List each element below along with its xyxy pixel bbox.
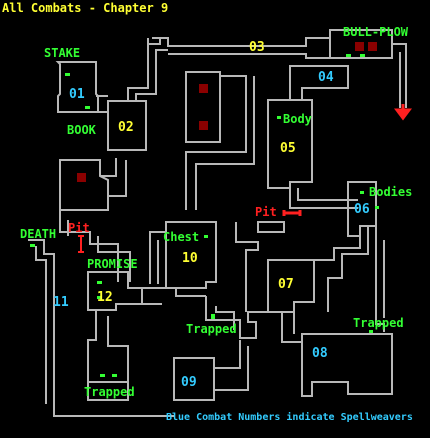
item-dot-icon (97, 281, 102, 284)
room-03-wall (152, 37, 331, 59)
room-west-mid-wall (59, 159, 109, 211)
room-02-wall (107, 100, 147, 151)
label-death: DEATH (20, 227, 56, 241)
item-dot-icon (65, 73, 70, 76)
room-01-wall (55, 61, 99, 113)
pit-marker-icon (78, 235, 84, 253)
combat-number-11[interactable]: 11 (53, 295, 69, 310)
dark-block (199, 121, 208, 130)
room-bull-plow-wall (329, 29, 393, 59)
item-dot-icon (277, 116, 281, 119)
combat-numbers: 01 02 03 04 05 06 07 08 09 10 11 12 (53, 40, 370, 390)
item-dot-icon (97, 296, 102, 299)
location-labels: STAKE BOOK BULL-PLOW Body Bodies Chest D… (20, 25, 412, 399)
label-bull-plow: BULL-PLOW (343, 25, 409, 39)
room-08-wall (301, 333, 393, 397)
combat-number-05[interactable]: 05 (280, 141, 296, 156)
label-trapped-center: Trapped (186, 322, 237, 336)
item-dot-icon (100, 374, 105, 377)
walls (28, 29, 407, 417)
legend-note: Blue Combat Numbers indicate Spellweaver… (166, 411, 413, 423)
item-dot-icon (85, 106, 90, 109)
map-title: All Combats - Chapter 9 (2, 1, 168, 15)
corridor-red-blocks (185, 75, 255, 210)
combat-number-03[interactable]: 03 (249, 40, 265, 55)
corridor-07-08 (281, 312, 302, 343)
dark-block (368, 42, 377, 51)
label-promise: PROMISE (87, 257, 138, 271)
room-11-wall (28, 239, 174, 417)
corridor-12-south (87, 310, 129, 383)
label-pit-west: Pit (68, 221, 90, 235)
dark-block (355, 42, 364, 51)
label-book: BOOK (67, 123, 97, 137)
label-bodies: Bodies (369, 185, 412, 199)
corridor-01-02 (96, 95, 108, 113)
corridor-02-north (127, 38, 168, 101)
combat-number-09[interactable]: 09 (181, 375, 197, 390)
item-dot-icon (30, 244, 35, 247)
dark-blocks (77, 42, 377, 182)
corridor-west-mid (100, 158, 127, 197)
item-dot-icon (375, 206, 379, 209)
corridor-05-south (289, 182, 358, 209)
combat-number-07[interactable]: 07 (278, 277, 294, 292)
corridor-10-west (149, 231, 166, 284)
corridor-bull-plow-east (392, 43, 407, 108)
combat-number-01[interactable]: 01 (69, 87, 85, 102)
label-stake: STAKE (44, 46, 80, 60)
dark-block (199, 84, 208, 93)
combat-number-08[interactable]: 08 (312, 346, 328, 361)
hazard-markers (78, 104, 412, 253)
label-pit-east: Pit (255, 205, 277, 219)
room-red-blocks-wall (185, 71, 221, 143)
corridor-pit-west (59, 210, 131, 282)
corridor-pit-east (257, 221, 285, 233)
label-trapped-east: Trapped (353, 316, 404, 330)
combat-number-04[interactable]: 04 (318, 70, 334, 85)
corridor-06-south (314, 226, 369, 312)
item-dot-icon (360, 191, 364, 194)
item-dot-icon (204, 235, 208, 238)
combat-number-06[interactable]: 06 (354, 202, 370, 217)
item-dot-icon (369, 330, 373, 333)
item-dot-icon (211, 314, 215, 319)
hazard-labels: Pit Pit (68, 205, 277, 235)
room-trapped-south-wall (87, 382, 129, 401)
exit-arrow-icon (394, 104, 412, 121)
combat-number-12[interactable]: 12 (97, 290, 113, 305)
combat-number-10[interactable]: 10 (182, 251, 198, 266)
pit-marker-icon (282, 210, 302, 216)
room-09-wall (173, 357, 215, 401)
label-body: Body (283, 112, 312, 126)
corridor-09-east (214, 340, 249, 391)
corridor-trapped-east (375, 226, 385, 332)
combat-number-02[interactable]: 02 (118, 120, 134, 135)
corridor-trapped-center (205, 222, 268, 339)
item-dots (30, 54, 379, 377)
dark-block (77, 173, 86, 182)
room-06-wall (347, 181, 377, 237)
item-dot-icon (112, 374, 117, 377)
label-trapped-west: Trapped (84, 385, 135, 399)
label-chest: Chest (163, 230, 199, 244)
item-dot-icon (346, 54, 351, 57)
corridor-12-east (142, 287, 206, 305)
item-dot-icon (360, 54, 365, 57)
